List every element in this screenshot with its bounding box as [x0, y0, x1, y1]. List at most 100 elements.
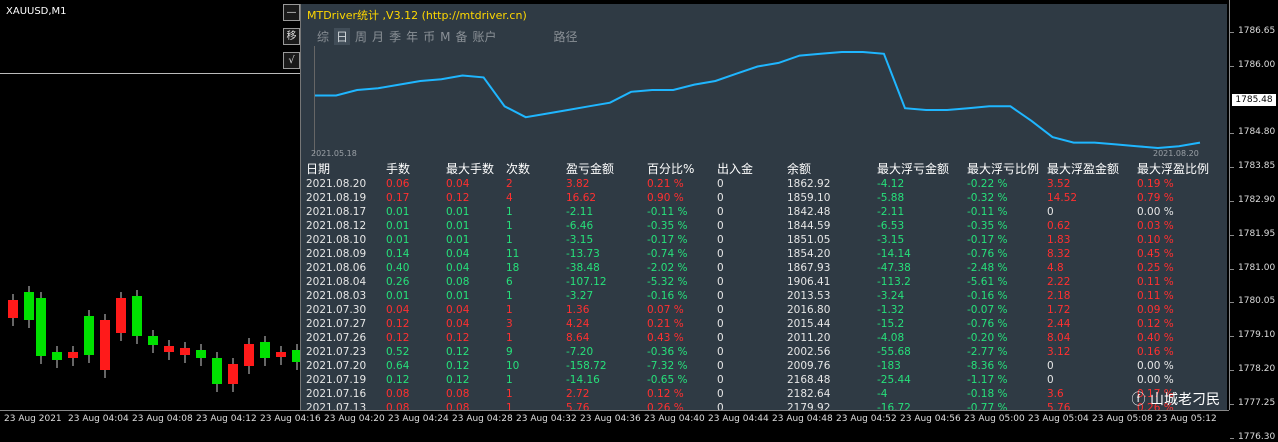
tab-0[interactable]: 综 [317, 30, 330, 44]
table-cell: 5.76 [1047, 402, 1071, 414]
col-header[interactable]: 最大浮盈比例 [1137, 162, 1210, 176]
table-cell: 0.09 % [1137, 304, 1174, 316]
tab-8[interactable]: 备 [455, 30, 468, 44]
table-cell: 2009.76 [787, 360, 831, 372]
table-row[interactable]: 2021.07.26 0.12 0.12 1 8.64 0.43 % 0 2011.20 -4.… [306, 331, 1227, 345]
table-row[interactable]: 2021.08.19 0.17 0.12 4 16.62 0.90 % 0 1859.10 -5… [306, 191, 1227, 205]
table-row[interactable]: 2021.08.09 0.14 0.04 11 -13.73 -0.74 % 0 1854.2… [306, 247, 1227, 261]
table-cell: 0.04 [446, 178, 470, 190]
table-cell: 2 [506, 178, 513, 190]
table-cell: -4.12 [877, 178, 905, 190]
y-tick [1230, 133, 1234, 135]
tab-6[interactable]: 币 [423, 30, 436, 44]
table-cell: 8.04 [1047, 332, 1071, 344]
table-cell: 0 [717, 206, 724, 218]
price-axis[interactable]: 1786.65 1786.00 1785.48 1784.80 1783.85 1782.… [1229, 0, 1278, 442]
horizontal-line[interactable] [0, 73, 300, 74]
col-header[interactable]: 最大手数 [446, 162, 495, 176]
table-row[interactable]: 2021.07.27 0.12 0.04 3 4.24 0.21 % 0 2015.44 -15… [306, 317, 1227, 331]
table-cell: 2.22 [1047, 276, 1071, 288]
table-cell: 1859.10 [787, 192, 831, 204]
confirm-button[interactable]: √ [283, 52, 300, 69]
tab-1[interactable]: 日 [334, 28, 351, 45]
table-row[interactable]: 2021.07.19 0.12 0.12 1 -14.16 -0.65 % 0 2168.48… [306, 373, 1227, 387]
table-row[interactable]: 2021.07.30 0.04 0.04 1 1.36 0.07 % 0 2016.80 -1.… [306, 303, 1227, 317]
table-row[interactable]: 2021.08.03 0.01 0.01 1 -3.27 -0.16 % 0 2013.53 -… [306, 289, 1227, 303]
minimize-button[interactable]: — [283, 4, 300, 21]
table-row[interactable]: 2021.07.13 0.08 0.08 1 5.76 0.26 % 0 2179.92 -16… [306, 401, 1227, 415]
table-cell: 0 [717, 360, 724, 372]
y-tick-label: 1782.90 [1238, 195, 1276, 205]
y-tick-label: 1781.95 [1238, 228, 1276, 239]
col-header[interactable]: 出入金 [717, 162, 754, 176]
y-tick [1230, 302, 1234, 304]
table-cell: 2021.07.30 [306, 304, 367, 316]
table-cell: 0 [1047, 360, 1054, 372]
tab-5[interactable]: 年 [406, 30, 419, 44]
table-cell: 5.76 [566, 402, 590, 414]
balance-line [315, 51, 1201, 150]
y-tick [1230, 167, 1234, 169]
tab-7[interactable]: M [440, 30, 451, 44]
table-cell: 0.12 [446, 346, 470, 358]
y-tick [1230, 32, 1234, 33]
col-header[interactable]: 百分比% [647, 162, 695, 176]
table-row[interactable]: 2021.07.16 0.08 0.08 1 2.72 0.12 % 0 2182.64 -4 -… [306, 387, 1227, 401]
y-tick-label: 1780.05 [1238, 296, 1276, 307]
table-cell: 1844.59 [787, 220, 831, 232]
table-row[interactable]: 2021.08.10 0.01 0.01 1 -3.15 -0.17 % 0 1851.05 -… [306, 233, 1227, 247]
col-header[interactable]: 余额 [787, 162, 812, 176]
table-cell: 0 [717, 276, 724, 288]
table-row[interactable]: 2021.08.20 0.06 0.04 2 3.82 0.21 % 0 1862.92 -4.… [306, 177, 1227, 191]
table-row[interactable]: 2021.07.20 0.64 0.12 10 -158.72 -7.32 % 0 2009.… [306, 359, 1227, 373]
table-cell: -2.11 [566, 206, 594, 218]
table-cell: 0.19 % [1137, 178, 1174, 190]
candle-body [52, 352, 62, 360]
table-cell: 2015.44 [787, 318, 831, 330]
x-tick-label: 23 Aug 2021 [4, 414, 62, 424]
col-header[interactable]: 最大浮亏比例 [967, 162, 1040, 176]
table-cell: -14.14 [877, 248, 911, 260]
table-cell: 0.06 [386, 178, 410, 190]
balance-chart [314, 46, 1202, 154]
move-button[interactable]: 移 [283, 28, 300, 45]
tab-4[interactable]: 季 [389, 30, 402, 44]
table-cell: 0.01 [446, 206, 470, 218]
tab-3[interactable]: 月 [372, 30, 385, 44]
table-cell: 1 [506, 290, 513, 302]
table-cell: 0.12 [386, 318, 410, 330]
table-cell: 0.12 [446, 360, 470, 372]
col-header[interactable]: 手数 [386, 162, 411, 176]
col-header[interactable]: 次数 [506, 162, 531, 176]
table-cell: 0.10 % [1137, 234, 1174, 246]
x-tick-label: 23 Aug 05:00 [964, 414, 1025, 424]
tab-2[interactable]: 周 [355, 30, 368, 44]
x-tick-label: 23 Aug 04:08 [132, 414, 193, 424]
col-header[interactable]: 最大浮盈金额 [1047, 162, 1120, 176]
table-cell: 2016.80 [787, 304, 831, 316]
table-cell: 4 [506, 192, 513, 204]
table-row[interactable]: 2021.08.12 0.01 0.01 1 -6.46 -0.35 % 0 1844.59 -… [306, 219, 1227, 233]
y-tick-label: 1784.80 [1238, 127, 1276, 138]
table-cell: 0 [717, 402, 724, 414]
col-header[interactable]: 盈亏金额 [566, 162, 615, 176]
table-cell: 0.00 % [1137, 360, 1174, 372]
table-row[interactable]: 2021.07.23 0.52 0.12 9 -7.20 -0.36 % 0 2002.56 -… [306, 345, 1227, 359]
col-header[interactable]: 最大浮亏金额 [877, 162, 950, 176]
x-tick-label: 23 Aug 04:56 [900, 414, 961, 424]
col-header[interactable]: 日期 [306, 162, 331, 176]
y-tick-label: 1777.25 [1238, 397, 1276, 408]
tab-9[interactable]: 账户 [472, 30, 497, 44]
candle-body [276, 352, 286, 357]
table-cell: 0.04 [386, 304, 410, 316]
table-cell: 0.21 % [647, 178, 684, 190]
tab-path[interactable]: 路径 [553, 30, 578, 44]
table-row[interactable]: 2021.08.04 0.26 0.08 6 -107.12 -5.32 % 0 1906.4… [306, 275, 1227, 289]
table-cell: 0 [717, 248, 724, 260]
time-axis[interactable]: 23 Aug 2021 23 Aug 04:04 23 Aug 04:08 23 Au… [0, 410, 1229, 432]
table-row[interactable]: 2021.08.17 0.01 0.01 1 -2.11 -0.11 % 0 1842.48 -… [306, 205, 1227, 219]
panel-title: MTDriver统计 ,V3.12 (http://mtdriver.cn) [307, 9, 527, 22]
table-cell: -55.68 [877, 346, 911, 358]
table-cell: -4.08 [877, 332, 905, 344]
table-row[interactable]: 2021.08.06 0.40 0.04 18 -38.48 -2.02 % 0 1867.9… [306, 261, 1227, 275]
